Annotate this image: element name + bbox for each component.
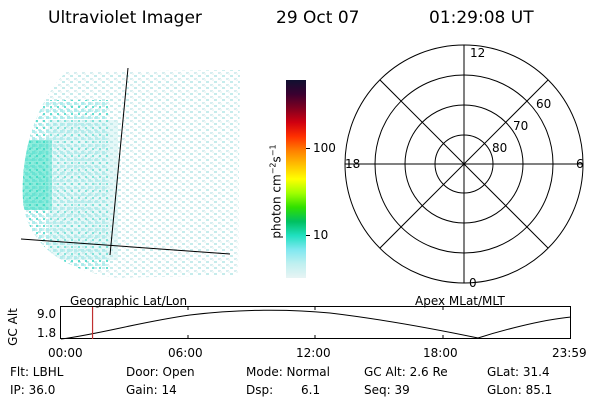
dsp-value: 6.1	[301, 383, 321, 397]
gain-info: Gain: 14	[126, 383, 177, 397]
seq-info: Seq: 39	[364, 383, 410, 397]
app-title: Ultraviolet Imager	[48, 8, 202, 28]
y-tick-9: 9.0	[37, 307, 57, 321]
mlat-label-70: 70	[513, 119, 529, 133]
x-tick-1200: 12:00	[296, 346, 331, 360]
altitude-plot	[60, 306, 572, 340]
header-date: 29 Oct 07	[276, 8, 360, 28]
x-tick-0000: 00:00	[48, 346, 83, 360]
glat-info: GLat: 31.4	[487, 365, 550, 379]
apex-label: Apex MLat/MLT	[415, 294, 505, 308]
mlt-label-6: 6	[576, 157, 584, 171]
mlt-label-12: 12	[470, 46, 486, 60]
filter-info: Flt: LBHL	[10, 365, 64, 379]
x-tick-0600: 06:00	[168, 346, 203, 360]
colorbar	[286, 80, 310, 278]
gc-alt-axis-label: GC Alt	[5, 308, 20, 346]
mlat-label-80: 80	[492, 141, 508, 155]
colorbar-tick-100: 100	[313, 141, 336, 155]
auroral-image	[20, 67, 241, 278]
colorbar-tick-10: 10	[313, 228, 329, 242]
altitude-curve	[60, 309, 572, 340]
polar-dial	[344, 44, 584, 284]
meridian-line	[109, 67, 129, 256]
colorbar-gradient	[286, 80, 306, 278]
mode-info: Mode: Normal	[246, 365, 330, 379]
geographic-label: Geographic Lat/Lon	[70, 294, 188, 308]
x-tick-2359: 23:59	[552, 346, 587, 360]
x-tick-1800: 18:00	[423, 346, 458, 360]
colorbar-label: photon cm−2s−1	[268, 144, 284, 239]
mlt-label-0: 0	[469, 276, 477, 290]
door-info: Door: Open	[126, 365, 195, 379]
dsp-label: Dsp:	[246, 383, 274, 397]
gc-alt-info: GC Alt: 2.6 Re	[364, 365, 448, 379]
mlat-label-60: 60	[536, 97, 552, 111]
header-time: 01:29:08 UT	[429, 8, 534, 28]
y-tick-1-8: 1.8	[37, 326, 57, 340]
latitude-line	[20, 238, 231, 255]
mlt-label-18: 18	[345, 157, 361, 171]
glon-info: GLon: 85.1	[487, 383, 553, 397]
ip-info: IP: 36.0	[10, 383, 56, 397]
